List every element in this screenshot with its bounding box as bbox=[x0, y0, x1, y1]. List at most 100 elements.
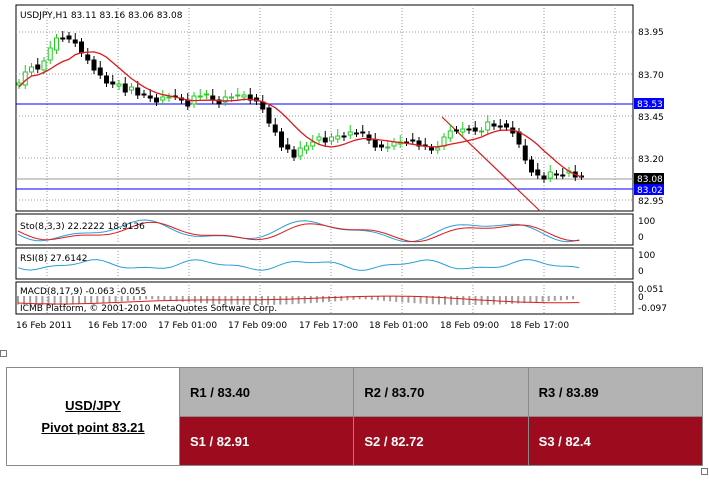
candle-body bbox=[110, 81, 116, 85]
candle-body bbox=[29, 66, 34, 73]
candle-body bbox=[54, 37, 59, 51]
candle-body bbox=[497, 125, 503, 128]
support-3: S3 / 82.4 bbox=[527, 416, 704, 466]
stochastic-tick: 100 bbox=[638, 217, 655, 227]
time-label: 17 Feb 17:00 bbox=[299, 321, 358, 331]
macd-tick: -0.097 bbox=[638, 304, 667, 314]
candle-body bbox=[372, 139, 378, 148]
stochastic-tick: 0 bbox=[638, 233, 644, 243]
candle-body bbox=[160, 96, 166, 101]
price-chart-panel[interactable]: USDJPY,H1 83.11 83.16 83.06 83.08 83.95 … bbox=[0, 0, 709, 352]
candle-body bbox=[447, 130, 453, 139]
candle-body bbox=[135, 87, 141, 96]
candle-body bbox=[79, 41, 84, 54]
candle-body bbox=[97, 67, 103, 76]
macd-label: MACD(8,17,9) -0.063 -0.055 bbox=[20, 287, 146, 297]
stochastic-pane bbox=[15, 213, 634, 246]
price-tick: 83.70 bbox=[638, 71, 664, 81]
candle-body bbox=[141, 93, 147, 96]
candle-body bbox=[310, 141, 316, 147]
time-label: 17 Feb 01:00 bbox=[158, 321, 217, 331]
pair-info-cell: USD/JPY Pivot point 83.21 bbox=[6, 367, 180, 466]
time-label: 17 Feb 09:00 bbox=[228, 321, 287, 331]
candle-body bbox=[60, 37, 66, 40]
candle-body bbox=[47, 47, 53, 61]
candle-body bbox=[272, 124, 278, 133]
moving-average-line bbox=[18, 51, 582, 178]
candle-body bbox=[466, 128, 472, 131]
candle-body bbox=[85, 54, 91, 61]
candle-body bbox=[210, 95, 216, 101]
time-label: 16 Feb 17:00 bbox=[88, 321, 147, 331]
candle-body bbox=[429, 147, 434, 151]
candle-body bbox=[504, 123, 509, 128]
candle-body bbox=[354, 132, 359, 135]
lower-level-tag bbox=[634, 184, 664, 195]
rsi-tick: 0 bbox=[638, 267, 644, 277]
candle-body bbox=[91, 59, 97, 71]
candle-body bbox=[216, 99, 222, 105]
main-price-pane bbox=[15, 4, 634, 212]
upper-level-label: 83.53 bbox=[637, 100, 663, 110]
candle-body bbox=[379, 144, 384, 148]
candle-body bbox=[147, 95, 153, 99]
price-tick: 83.95 bbox=[638, 28, 664, 38]
candle-body bbox=[279, 131, 284, 148]
resize-handle[interactable] bbox=[701, 468, 708, 475]
resistance-1: R1 / 83.40 bbox=[178, 367, 355, 417]
rsi-pane bbox=[15, 247, 634, 280]
time-label: 18 Feb 17:00 bbox=[510, 321, 569, 331]
candle-body bbox=[297, 147, 303, 157]
candle-body bbox=[266, 107, 272, 124]
stochastic-main-line bbox=[17, 219, 580, 243]
chart-canvas[interactable]: USDJPY,H1 83.11 83.16 83.06 83.08 83.95 … bbox=[0, 0, 709, 352]
candle-body bbox=[547, 171, 553, 179]
candle-body bbox=[66, 35, 72, 40]
candle-body bbox=[116, 83, 122, 87]
rsi-tick: 100 bbox=[638, 251, 655, 261]
stochastic-grid bbox=[46, 214, 616, 245]
candle-body bbox=[347, 131, 353, 136]
candle-body bbox=[316, 136, 322, 141]
candle-body bbox=[560, 174, 566, 177]
candle-body bbox=[460, 128, 466, 133]
candle-body bbox=[535, 169, 541, 176]
price-tick: 82.95 bbox=[638, 197, 664, 207]
candle-body bbox=[41, 60, 47, 71]
candle-body bbox=[285, 144, 291, 150]
time-axis: 16 Feb 2011 16 Feb 17:00 17 Feb 01:00 17… bbox=[16, 321, 569, 331]
candle-body bbox=[72, 39, 78, 44]
macd-tick: 0 bbox=[638, 293, 644, 303]
pivot-point: Pivot point 83.21 bbox=[41, 419, 145, 435]
resistance-3: R3 / 83.89 bbox=[527, 367, 704, 417]
resize-handle[interactable] bbox=[0, 350, 7, 357]
candle-body bbox=[22, 71, 28, 86]
candle-body bbox=[366, 134, 372, 141]
currency-pair: USD/JPY bbox=[65, 397, 121, 413]
time-label: 18 Feb 09:00 bbox=[440, 321, 499, 331]
candle-body bbox=[104, 75, 109, 84]
candle-body bbox=[197, 95, 203, 98]
candle-body bbox=[204, 93, 209, 96]
time-label: 18 Feb 01:00 bbox=[369, 321, 428, 331]
candle-body bbox=[529, 159, 534, 173]
candle-body bbox=[335, 135, 341, 140]
price-tick: 83.45 bbox=[638, 113, 664, 123]
candle-body bbox=[154, 97, 159, 103]
candle-body bbox=[260, 101, 266, 110]
candle-body bbox=[485, 121, 491, 131]
price-tick: 83.20 bbox=[638, 155, 664, 165]
pivot-levels-table: USD/JPY Pivot point 83.21 R1 / 83.40 R2 … bbox=[6, 367, 704, 466]
candle-body bbox=[360, 131, 366, 134]
candle-body bbox=[516, 131, 522, 145]
candle-body bbox=[322, 137, 328, 143]
candle-body bbox=[454, 129, 459, 132]
candle-body bbox=[241, 94, 247, 98]
lower-level-label: 83.02 bbox=[637, 186, 663, 196]
rsi-line bbox=[17, 259, 580, 271]
macd-signal-line bbox=[17, 295, 580, 305]
candle-body bbox=[479, 130, 484, 133]
chart-title: USDJPY,H1 83.11 83.16 83.06 83.08 bbox=[20, 11, 183, 21]
candle-body bbox=[341, 135, 347, 138]
candle-body bbox=[222, 96, 228, 103]
